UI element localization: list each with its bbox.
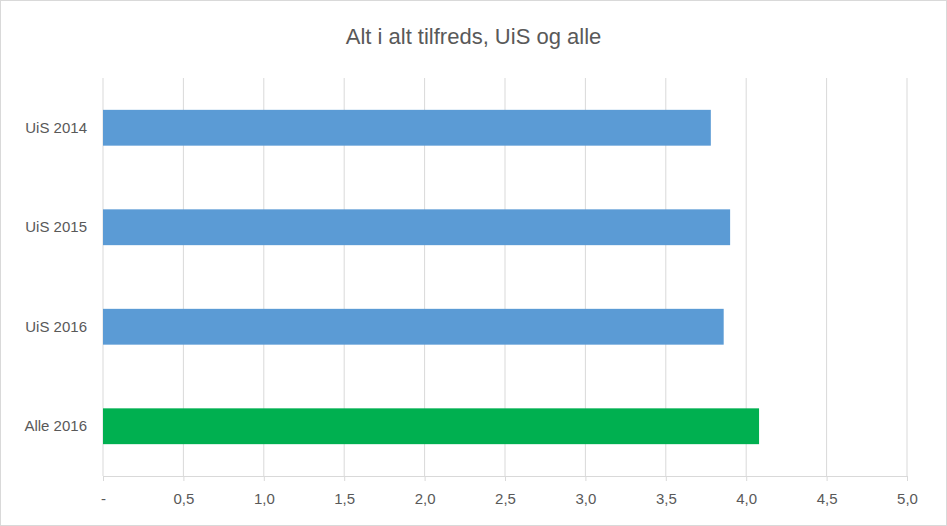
bars <box>103 110 759 444</box>
tick-mark <box>103 476 104 481</box>
grid <box>103 78 907 476</box>
category-tick: UiS 2016 <box>25 318 103 335</box>
x-axis-line <box>104 477 908 482</box>
bar <box>103 209 730 245</box>
tick-mark <box>183 476 184 481</box>
grid-line <box>826 78 827 476</box>
grid-line <box>907 78 908 476</box>
tick-label: 0,5 <box>173 490 194 507</box>
tick: 2,5 <box>495 476 516 507</box>
category-tick: Alle 2016 <box>24 417 103 434</box>
tick-mark <box>827 476 828 481</box>
bar <box>103 309 724 345</box>
tick: 3,5 <box>656 476 677 507</box>
bar <box>103 110 711 146</box>
tick-mark <box>505 476 506 481</box>
category-label: Alle 2016 <box>24 417 87 434</box>
tick-label: 1,5 <box>334 490 355 507</box>
tick-label: 2,0 <box>415 490 436 507</box>
tick-label: 3,0 <box>575 490 596 507</box>
category-label: UiS 2015 <box>25 218 87 235</box>
tick-mark <box>425 476 426 481</box>
category-tick: UiS 2014 <box>25 119 103 136</box>
tick: 1,0 <box>254 476 275 507</box>
category-label: UiS 2016 <box>25 318 87 335</box>
tick: 4,5 <box>817 476 838 507</box>
tick: 3,0 <box>575 476 596 507</box>
y-axis: UiS 2014 UiS 2015 UiS 2016 Alle 2016 <box>24 119 103 435</box>
plot: -0,51,01,52,02,53,03,54,04,55,0UiS 2014U… <box>24 78 917 507</box>
tick: 0,5 <box>173 476 194 507</box>
x-axis: - 0,5 1,0 1,5 2,0 2,5 3,0 3,5 4,0 4,5 5,0 <box>101 476 918 507</box>
tick-mark <box>746 476 747 481</box>
title: Alt i alt tilfreds, UiS og alle <box>346 24 602 49</box>
chart: Alt i alt tilfreds, UiS og alle - 0,5 1,0 1,… <box>0 0 947 526</box>
tick-mark <box>344 476 345 481</box>
category-tick: UiS 2015 <box>25 218 103 235</box>
tick: 4,0 <box>736 476 757 507</box>
tick: 5,0 <box>897 476 918 507</box>
tick-label: - <box>101 490 106 507</box>
tick-label: 3,5 <box>656 490 677 507</box>
tick-label: 4,5 <box>817 490 838 507</box>
tick-label: 4,0 <box>736 490 757 507</box>
tick-mark <box>907 476 908 481</box>
chart-frame <box>1 1 947 526</box>
tick-label: 5,0 <box>897 490 918 507</box>
tick-label: 2,5 <box>495 490 516 507</box>
tick-label: 1,0 <box>254 490 275 507</box>
bar <box>103 408 759 444</box>
category-label: UiS 2014 <box>25 119 87 136</box>
tick: 2,0 <box>415 476 436 507</box>
tick-mark <box>666 476 667 481</box>
tick-mark <box>585 476 586 481</box>
tick-mark <box>264 476 265 481</box>
tick: 1,5 <box>334 476 355 507</box>
tick: - <box>101 476 106 507</box>
